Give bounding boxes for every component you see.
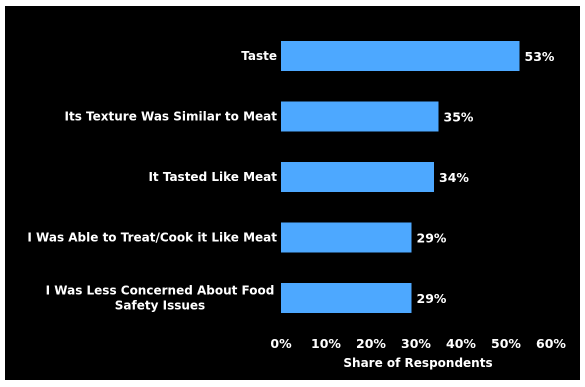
bars-group	[281, 41, 520, 313]
x-tick-label-4: 40%	[446, 336, 476, 351]
category-label-1: Its Texture Was Similar to Meat	[65, 110, 278, 124]
x-tick-label-1: 10%	[311, 336, 341, 351]
data-label-2: 34%	[439, 170, 469, 185]
x-tick-label-3: 30%	[401, 336, 431, 351]
category-label-line-1: Safety Issues	[115, 299, 205, 313]
category-labels: Taste Its Texture Was Similar to Meat It T…	[27, 49, 277, 313]
data-labels: 53% 35% 34% 29% 29%	[417, 49, 555, 306]
data-label-4: 29%	[417, 291, 447, 306]
chart-panel: Taste Its Texture Was Similar to Meat It T…	[5, 6, 580, 380]
bar-3	[281, 222, 412, 253]
x-tick-label-2: 20%	[356, 336, 386, 351]
bar-0	[281, 41, 520, 71]
x-tick-label-6: 60%	[536, 336, 566, 351]
bar-2	[281, 162, 434, 192]
data-label-3: 29%	[417, 231, 447, 246]
category-label-3: I Was Able to Treat/Cook it Like Meat	[27, 231, 277, 245]
x-axis-title: Share of Respondents	[343, 356, 492, 370]
bar-chart: Taste Its Texture Was Similar to Meat It T…	[27, 41, 566, 370]
x-axis-ticks: 0% 10% 20% 30% 40% 50% 60%	[270, 336, 566, 351]
bar-1	[281, 101, 439, 132]
bar-4	[281, 283, 412, 313]
category-label-0: Taste	[241, 49, 277, 63]
data-label-0: 53%	[525, 49, 555, 64]
category-label-4: I Was Less Concerned About Food Safety Is…	[46, 284, 275, 313]
x-tick-label-5: 50%	[491, 336, 521, 351]
x-tick-label-0: 0%	[270, 336, 292, 351]
data-label-1: 35%	[444, 110, 474, 125]
category-label-2: It Tasted Like Meat	[148, 170, 277, 184]
category-label-line-0: I Was Less Concerned About Food	[46, 284, 275, 298]
